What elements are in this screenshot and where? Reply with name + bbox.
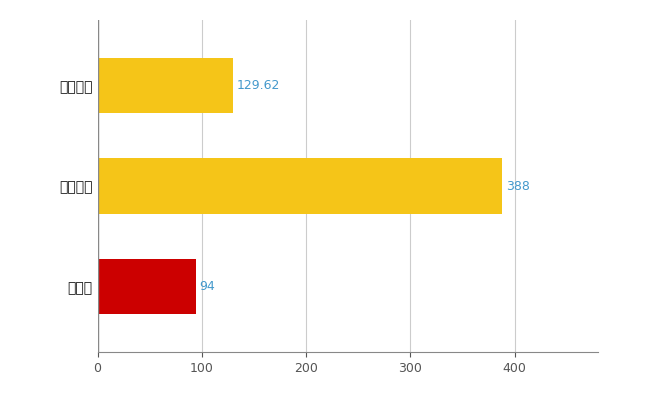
Text: 94: 94 (200, 280, 215, 293)
Bar (98, 158, 502, 214)
Text: 129.62: 129.62 (237, 79, 280, 92)
Bar (98, 259, 196, 314)
Bar (98, 58, 233, 113)
Text: 388: 388 (506, 180, 530, 192)
